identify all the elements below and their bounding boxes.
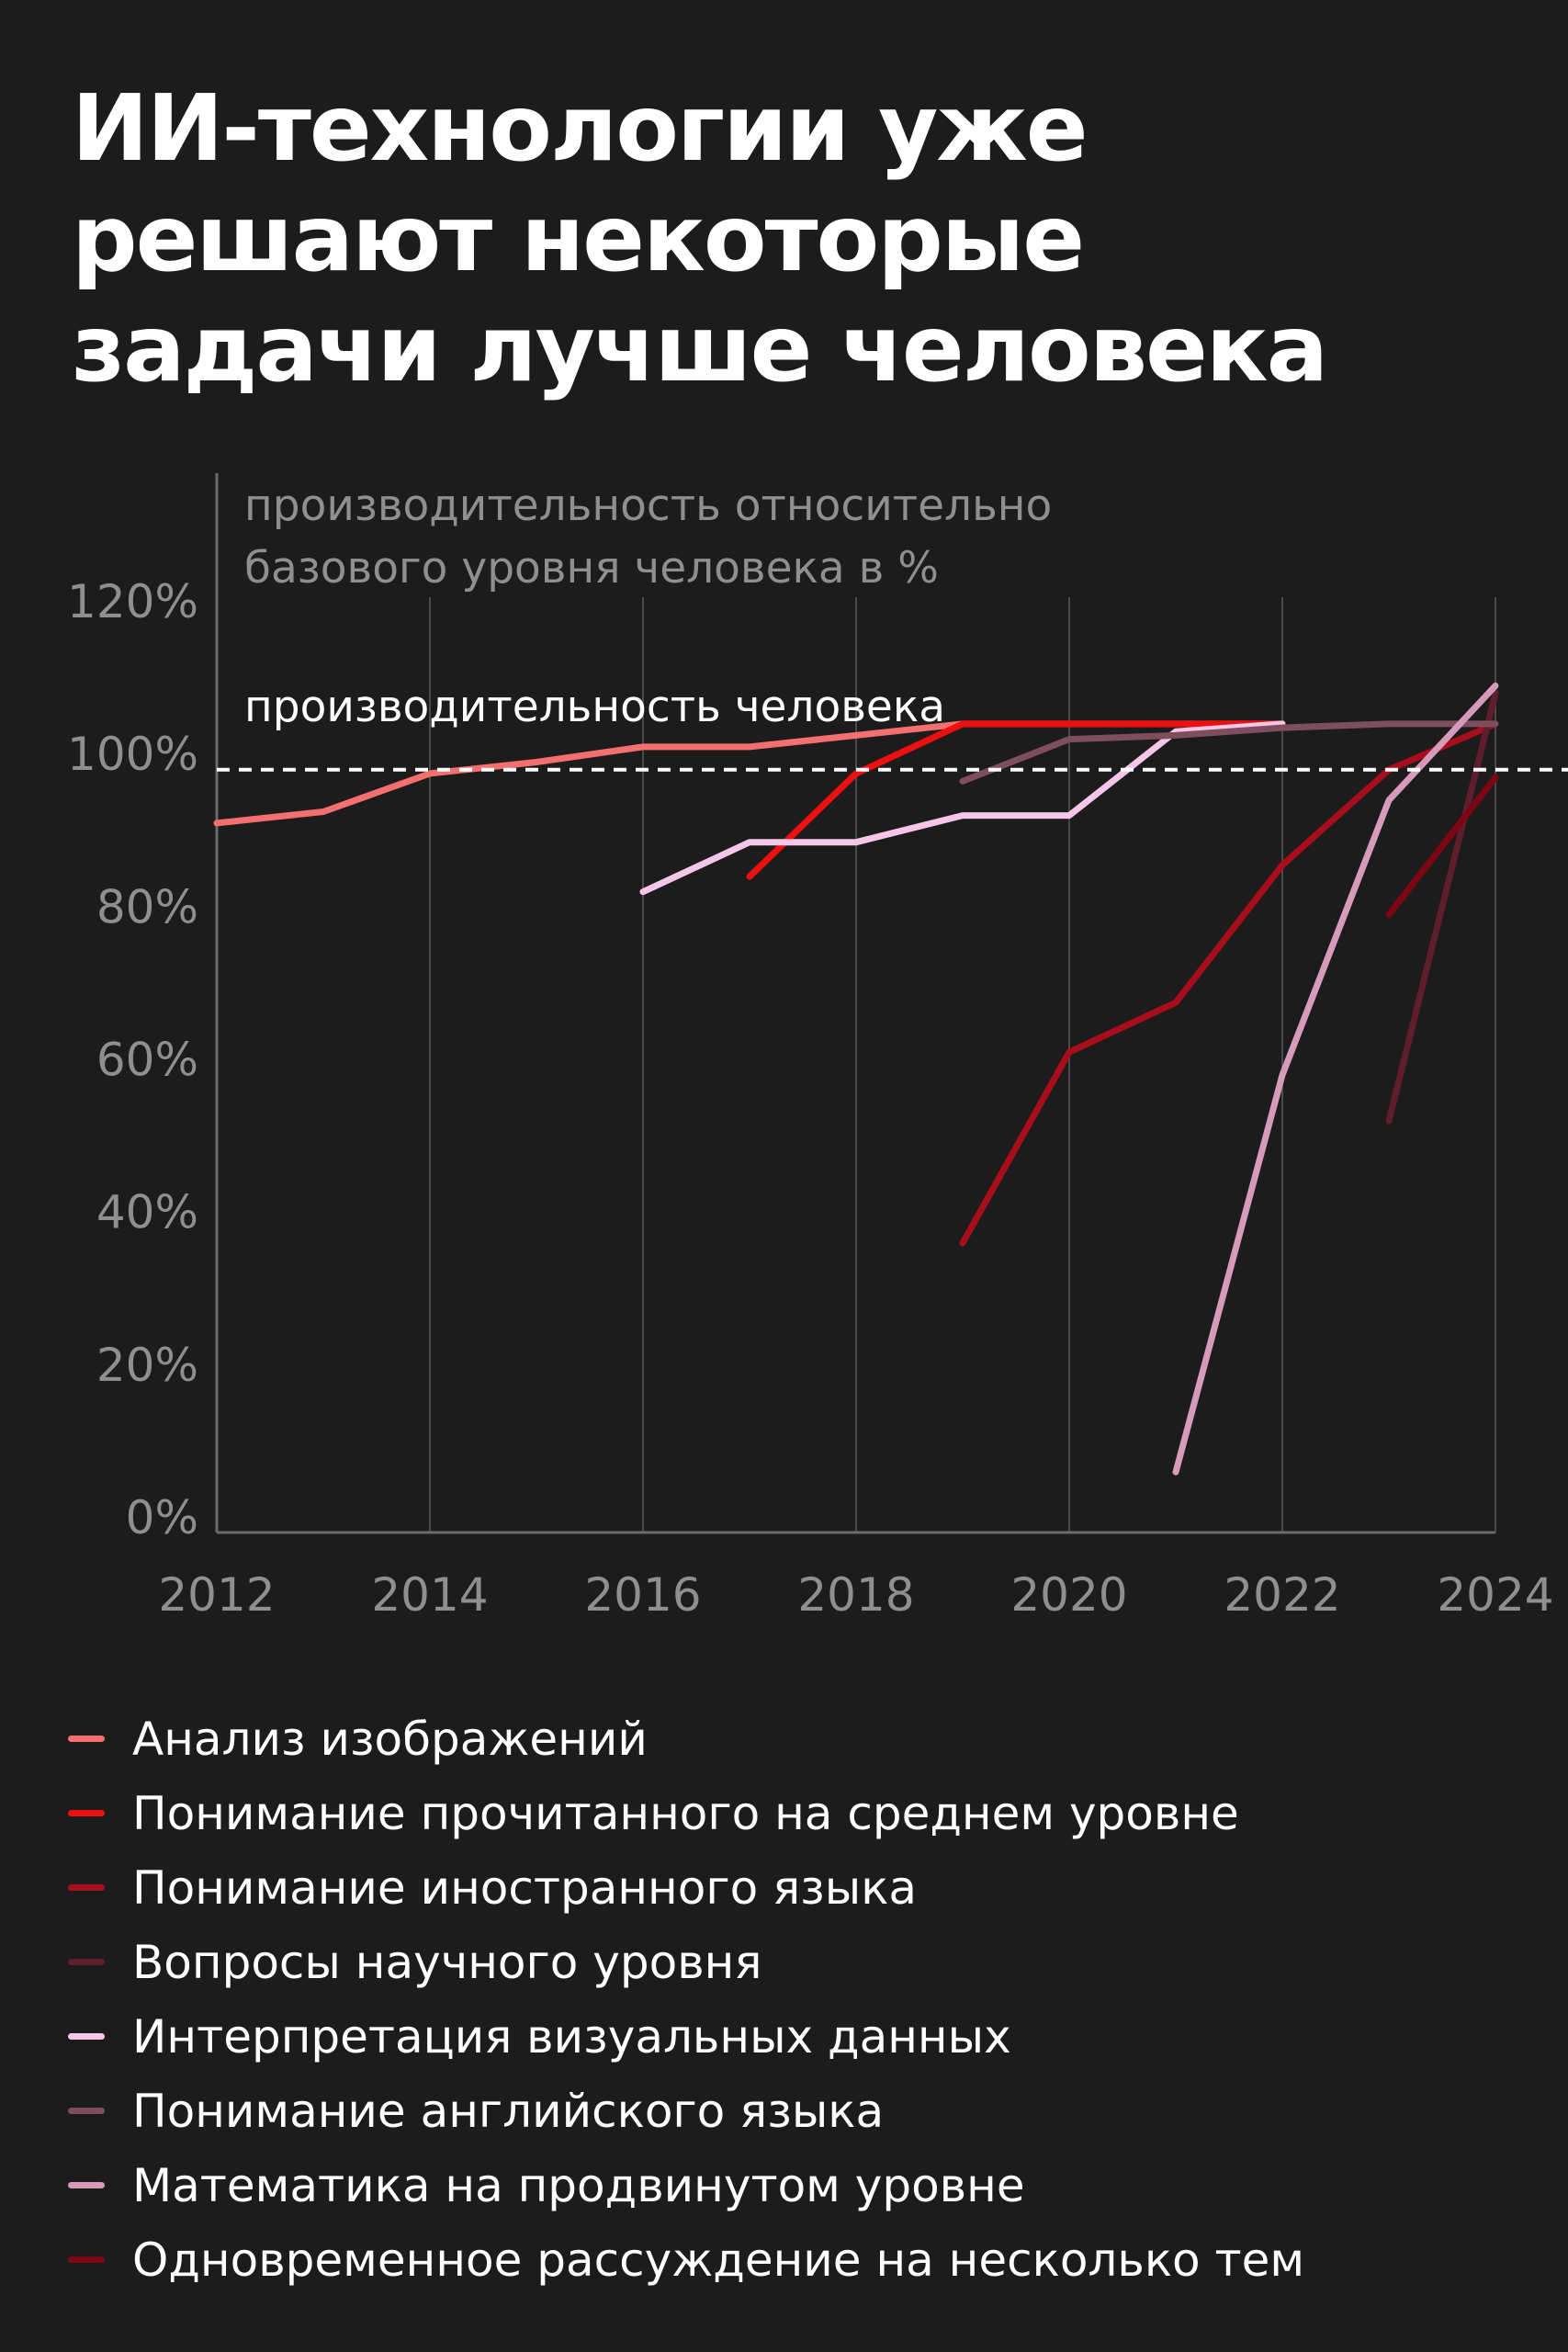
legend-swatch — [68, 2033, 105, 2040]
legend-swatch — [68, 1736, 105, 1742]
series-line-4 — [1385, 690, 1499, 1125]
legend-swatch — [68, 1884, 105, 1891]
legend-swatch — [68, 1810, 105, 1816]
chart-title-line-2: решают некоторые — [72, 185, 1085, 292]
legend-label: Одновременное рассуждение на несколько т… — [132, 2233, 1305, 2287]
legend-item: Анализ изображений — [68, 1702, 1501, 1776]
reference-line-label: производительность человека — [244, 682, 945, 732]
legend-item: Одновременное рассуждение на несколько т… — [68, 2222, 1501, 2297]
legend-label: Вопросы научного уровня — [132, 1935, 762, 1989]
y-tick-label: 0% — [126, 1491, 198, 1544]
x-tick-label: 2024 — [1437, 1568, 1553, 1622]
legend-label: Понимание английского языка — [132, 2084, 885, 2138]
series-line-2 — [746, 720, 1286, 880]
x-tick-label: 2014 — [371, 1568, 488, 1622]
x-tick-label: 2018 — [797, 1568, 914, 1622]
x-tick-label: 2012 — [158, 1568, 275, 1622]
y-tick-label: 20% — [96, 1339, 198, 1392]
legend: Анализ изображений Понимание прочитанного… — [68, 1702, 1501, 2297]
x-tick-label: 2020 — [1010, 1568, 1127, 1622]
y-tick-label: 40% — [96, 1186, 198, 1239]
y-tick-label: 80% — [96, 880, 198, 933]
y-axis-label-line-1: производительность относительно — [244, 481, 1052, 531]
chart-title-line-1: ИИ-технологии уже — [72, 74, 1089, 182]
legend-label: Понимание прочитанного на среднем уровне — [132, 1786, 1239, 1840]
legend-item: Вопросы научного уровня — [68, 1925, 1501, 1999]
chart-title: ИИ-технологии уже решают некоторые задач… — [72, 74, 1505, 404]
series-line-6 — [959, 720, 1499, 785]
x-tick-label: 2022 — [1224, 1568, 1340, 1622]
y-axis-label-line-2: базового уровня человека в % — [244, 543, 939, 594]
y-tick-label: 60% — [96, 1034, 198, 1087]
legend-label: Математика на продвинутом уровне — [132, 2158, 1025, 2212]
series-line-5 — [639, 720, 1286, 896]
legend-label: Анализ изображений — [132, 1712, 648, 1766]
x-tick-label: 2016 — [584, 1568, 701, 1622]
tick-layer: 2012 2014 2016 2018 2020 2022 2024 0% 20% 40% 60% 8… — [67, 575, 1554, 1622]
legend-item: Математика на продвинутом уровне — [68, 2148, 1501, 2222]
y-tick-label: 120% — [67, 575, 198, 628]
legend-item: Понимание английского языка — [68, 2074, 1501, 2148]
legend-swatch — [68, 2182, 105, 2188]
axis-layer — [215, 473, 1495, 1534]
legend-item: Интерпретация визуальных данных — [68, 1999, 1501, 2074]
series-layer — [213, 682, 1499, 1476]
series-line-3 — [959, 720, 1499, 1247]
legend-swatch — [68, 2108, 105, 2114]
y-tick-label: 100% — [67, 728, 198, 781]
legend-label: Понимание иностранного языка — [132, 1860, 918, 1915]
legend-item: Понимание прочитанного на среднем уровне — [68, 1776, 1501, 1850]
legend-item: Понимание иностранного языка — [68, 1850, 1501, 1925]
series-line-8 — [1385, 774, 1499, 919]
legend-swatch — [68, 1959, 105, 1965]
line-chart: производительность относительно базового… — [67, 473, 1568, 1622]
series-line-7 — [1172, 682, 1499, 1476]
legend-swatch — [68, 2256, 105, 2263]
grid-layer — [429, 597, 1496, 1532]
chart-title-line-3: задачи лучше человека — [72, 295, 1328, 402]
legend-label: Интерпретация визуальных данных — [132, 2009, 1011, 2064]
